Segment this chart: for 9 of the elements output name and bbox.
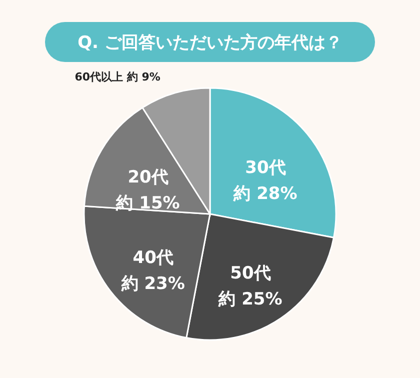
slice-label: 40代	[132, 248, 174, 268]
data-label: 約 28%	[232, 184, 298, 204]
slice-label: 20代	[128, 167, 168, 188]
slice-label: 50代	[230, 264, 271, 284]
title-banner: Q. ご回答いただいた方の年代は？	[45, 22, 375, 62]
slice-label: 60代以上 約 9%	[74, 70, 160, 84]
data-label: 約 25%	[218, 290, 282, 310]
data-label: 約 23%	[120, 274, 185, 294]
slice-label: 30代	[245, 158, 286, 178]
